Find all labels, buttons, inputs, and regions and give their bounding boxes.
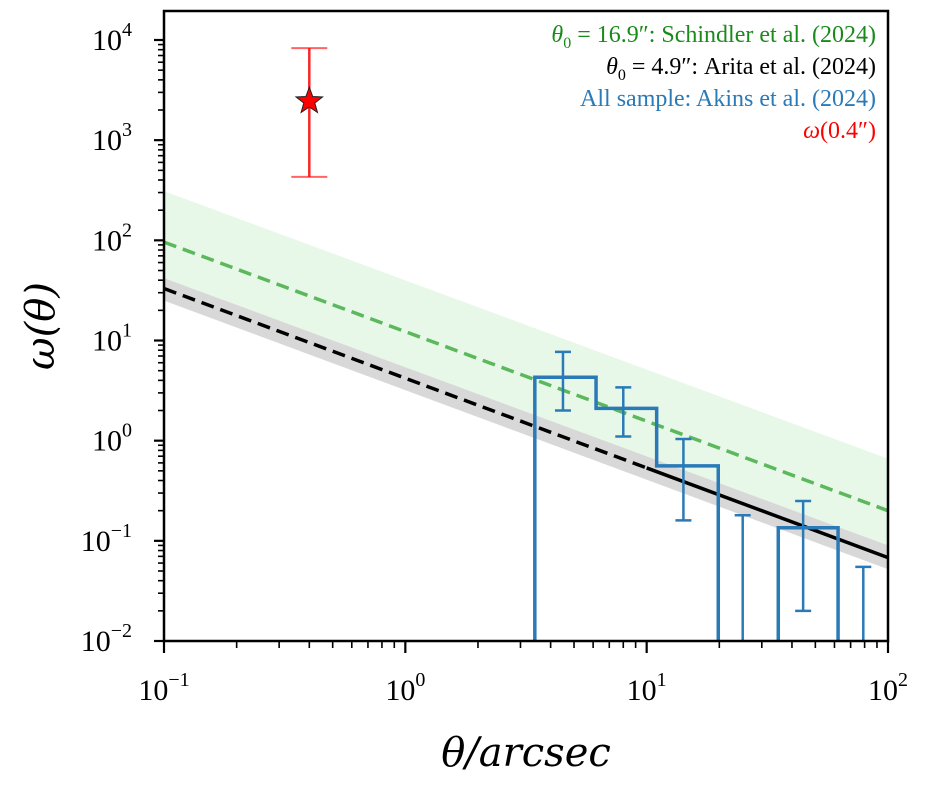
schindler-line (164, 240, 888, 513)
akins-errorbar (734, 514, 751, 641)
x-tick-label: 100 (385, 669, 425, 707)
y-tick-label: 100 (92, 420, 132, 458)
y-tick-label: 10−2 (81, 620, 132, 658)
x-axis-label: θ/arcsec (441, 730, 611, 776)
akins-errorbar (554, 350, 571, 412)
akins-errorbar (675, 437, 692, 522)
legend: θ0 = 16.9″: Schindler et al. (2024)θ0 = … (551, 22, 876, 144)
akins-histogram (533, 375, 840, 641)
x-tick-label: 10−1 (138, 669, 189, 707)
y-tick-label: 10−1 (81, 520, 132, 558)
y-tick-label: 104 (92, 19, 132, 57)
akins-errorbar (855, 565, 872, 641)
plot-frame (162, 9, 890, 643)
plot-area (164, 47, 888, 641)
y-tick-label: 102 (92, 219, 132, 257)
akins-errorbar (795, 499, 812, 613)
x-tick-label: 101 (627, 669, 667, 707)
y-tick-label: 101 (92, 320, 132, 358)
legend-entry: ω(0.4″) (803, 118, 876, 144)
schindler-band (164, 191, 888, 546)
arita-line-dashed (164, 286, 648, 470)
legend-entry: θ0 = 16.9″: Schindler et al. (2024) (551, 22, 876, 52)
y-tick-label: 103 (92, 119, 132, 157)
legend-entry: θ0 = 4.9″: Arita et al. (2024) (606, 54, 876, 84)
legend-entry: All sample: Akins et al. (2024) (580, 86, 876, 112)
x-tick-label: 102 (868, 669, 908, 707)
akins-errorbar (615, 386, 632, 438)
star-marker (294, 85, 324, 114)
arita-line-solid (646, 466, 888, 560)
omega-0.4-point (291, 47, 328, 178)
y-axis-label: ω(θ) (18, 282, 64, 370)
